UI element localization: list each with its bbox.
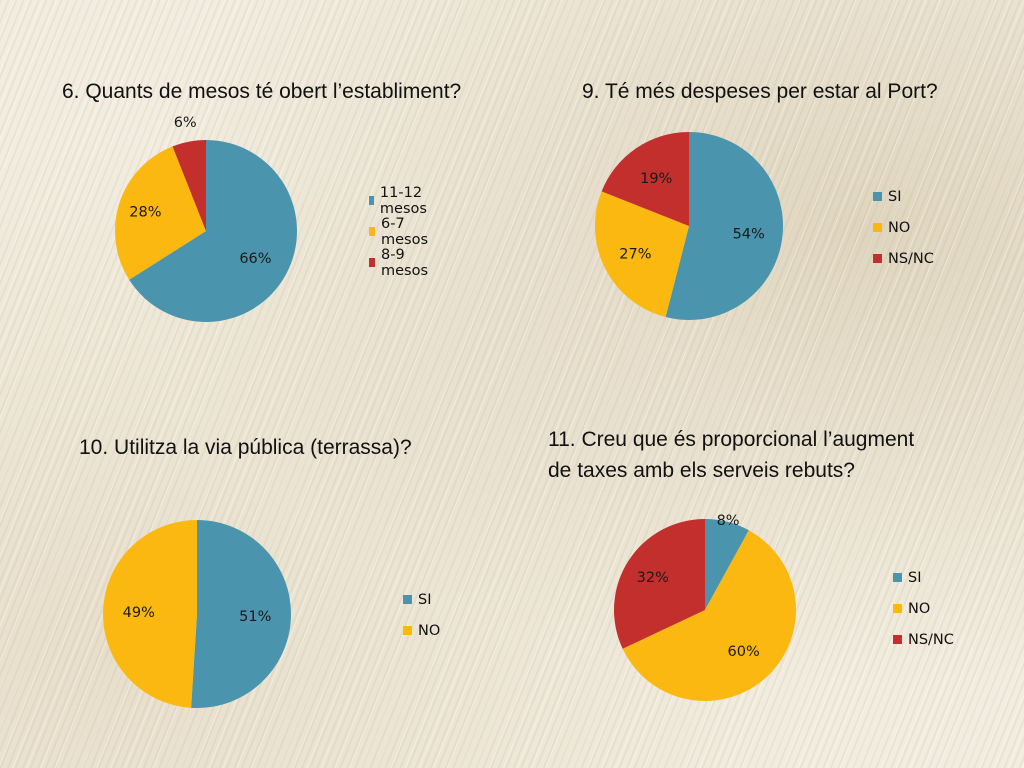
pie-slice [622,530,796,701]
chart-legend: SI NO NS/NC [893,562,954,655]
legend-swatch [403,626,412,635]
legend-label: NS/NC [888,250,934,267]
chart-title: 6. Quants de mesos té obert l’establimen… [62,80,462,103]
legend-item: SI [893,562,954,593]
data-label: 60% [728,644,760,660]
legend-item: NO [873,212,934,243]
legend-swatch [369,258,375,267]
legend-swatch [403,595,412,604]
data-label: 27% [619,246,651,262]
legend-item: NO [893,593,954,624]
legend-label: NO [908,600,931,617]
pie-slice [191,520,292,708]
legend-swatch [893,635,902,644]
data-label: 51% [239,609,271,625]
legend-label: 11-12 mesos [379,184,427,217]
pie-slice [114,146,206,280]
legend-swatch [369,196,374,205]
data-label: 49% [123,605,155,621]
chart-title: 10. Utilitza la via pública (terrassa)? [79,436,412,459]
chart-legend: 11-12 mesos 6-7 mesos 8-9 mesos [369,184,431,279]
legend-item: 6-7 mesos [369,215,431,248]
pie-chart: 54% 27% 19% [595,132,783,320]
legend-item: SI [873,181,934,212]
legend-swatch [369,227,375,236]
legend-item: NO [403,615,440,646]
legend-swatch [873,192,882,201]
legend-item: 11-12 mesos [369,184,431,217]
pie-chart: 66% 28% 6% [114,115,297,322]
chart-legend: SI NO NS/NC [873,181,934,274]
data-label: 28% [129,204,161,220]
legend-item: NS/NC [873,243,934,274]
legend-swatch [873,254,882,263]
legend-item: 8-9 mesos [369,246,431,279]
legend-swatch [893,604,902,613]
pie-slice [601,132,689,226]
chart-legend: SI NO [403,584,440,646]
legend-label: 8-9 mesos [380,246,429,279]
chart-title: 9. Té més despeses per estar al Port? [582,80,938,103]
pie-slice [665,132,783,320]
legend-item: SI [403,584,440,615]
data-label: 6% [174,115,197,131]
legend-item: NS/NC [893,624,954,655]
chart-title-line-1: 11. Creu que és proporcional l’augment [548,428,915,451]
data-label: 32% [637,570,669,586]
pie-slice [595,191,689,318]
pie-chart: 51% 49% [103,520,292,708]
chart-title-line-2: de taxes amb els serveis rebuts? [548,459,855,482]
pie-chart: 8% 60% 32% [614,513,796,701]
legend-swatch [893,573,902,582]
legend-swatch [873,223,882,232]
pie-slice [172,140,206,231]
legend-label: SI [418,591,432,608]
data-label: 19% [640,171,672,187]
legend-label: NO [888,219,911,236]
pie-slice [103,520,197,708]
data-label: 66% [239,251,271,267]
pie-slice [614,519,705,649]
legend-label: 6-7 mesos [380,215,429,248]
data-label: 54% [733,227,765,243]
pie-slice [705,519,749,610]
legend-label: NO [418,622,441,639]
data-label: 8% [717,513,740,529]
legend-label: SI [888,188,902,205]
pie-slice [129,140,297,322]
legend-label: NS/NC [908,631,954,648]
legend-label: SI [908,569,922,586]
